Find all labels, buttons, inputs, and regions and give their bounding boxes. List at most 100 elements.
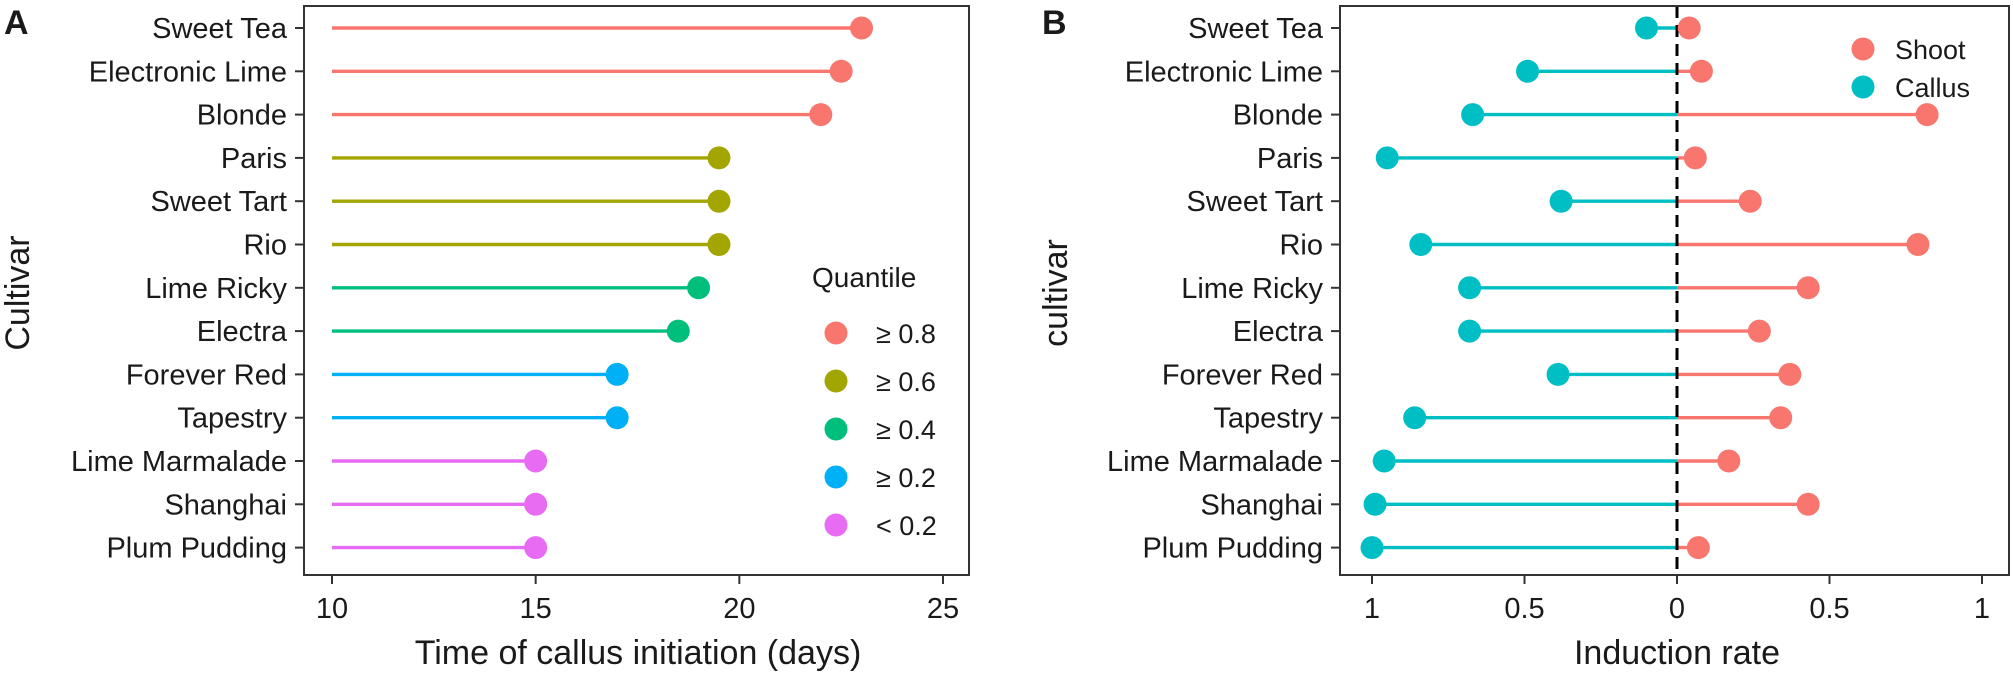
- panel-b-point-callus-electra: [1458, 319, 1482, 343]
- panel-a-label: A: [4, 4, 29, 42]
- panel-a-category-label-shanghai: Shanghai: [164, 489, 287, 521]
- panel-a-x-tick-label: 25: [927, 593, 959, 625]
- panel-a-category-label-forever-red: Forever Red: [126, 359, 287, 391]
- panel-a-point-sweet-tea: [850, 16, 874, 40]
- panel-a-category-label-lime-marmalade: Lime Marmalade: [71, 446, 287, 478]
- panel-b-point-callus-lime-ricky: [1458, 276, 1482, 300]
- panel-a-category-label-sweet-tea: Sweet Tea: [152, 13, 288, 45]
- panel-a-legend-key-2: [824, 369, 848, 393]
- panel-b-x-axis-title: Induction rate: [1574, 634, 1780, 672]
- panel-b-point-shoot-forever-red: [1778, 362, 1802, 386]
- panel-a-legend-label-3: ≥ 0.4: [876, 415, 936, 445]
- panel-b-x-tick-label: 0.5: [1504, 593, 1544, 625]
- panel-b-point-callus-sweet-tea: [1635, 16, 1658, 40]
- panel-a-y-axis-title: Cultivar: [0, 235, 37, 350]
- panel-b-category-label-lime-ricky: Lime Ricky: [1181, 273, 1323, 305]
- panel-b-plot-frame: [1339, 5, 2010, 576]
- panel-b-point-shoot-shanghai: [1796, 492, 1820, 516]
- panel-b-point-callus-lime-marmalade: [1372, 449, 1396, 473]
- panel-b-y-axis-title: cultivar: [1037, 239, 1075, 347]
- panel-b-category-label-forever-red: Forever Red: [1162, 359, 1323, 391]
- panel-b-category-label-electronic-lime: Electronic Lime: [1125, 56, 1323, 88]
- panel-b-point-callus-sweet-tart: [1549, 189, 1573, 213]
- panel-a-point-blonde: [809, 103, 833, 127]
- panel-a-x-tick-label: 20: [723, 593, 755, 625]
- panel-b-point-shoot-lime-marmalade: [1717, 449, 1741, 473]
- panel-b-x-tick-label: 0.5: [1809, 593, 1849, 625]
- panel-a-point-tapestry: [605, 406, 629, 430]
- panel-b-legend-label-shoot: Shoot: [1895, 35, 1966, 65]
- panel-b-point-callus-paris: [1375, 146, 1399, 170]
- panel-b-label: B: [1042, 4, 1067, 42]
- panel-b-category-label-plum-pudding: Plum Pudding: [1142, 533, 1323, 565]
- panel-b-category-label-lime-marmalade: Lime Marmalade: [1107, 446, 1323, 478]
- panel-a-point-forever-red: [605, 362, 629, 386]
- panel-b-category-label-electra: Electra: [1233, 316, 1324, 348]
- panel-a-category-label-sweet-tart: Sweet Tart: [151, 186, 287, 218]
- panel-b-x-tick-label: 1: [1364, 593, 1380, 625]
- panel-a-category-label-rio: Rio: [243, 230, 287, 262]
- panel-b-legend-key-callus: [1851, 75, 1875, 99]
- panel-a-category-label-plum-pudding: Plum Pudding: [106, 533, 287, 565]
- panel-b-point-callus-electronic-lime: [1516, 59, 1540, 83]
- panel-a-legend-label-4: ≥ 0.2: [876, 463, 936, 493]
- panel-a-category-label-tapestry: Tapestry: [177, 403, 287, 435]
- panel-b-point-shoot-sweet-tart: [1738, 189, 1762, 213]
- panel-a-callus-initiation: A Cultivar Time of callus initiation (da…: [0, 4, 970, 672]
- panel-b-category-label-sweet-tea: Sweet Tea: [1188, 13, 1324, 45]
- panel-b-point-shoot-rio: [1906, 233, 1930, 256]
- panel-b-point-shoot-sweet-tea: [1677, 16, 1701, 40]
- panel-b-point-shoot-tapestry: [1769, 406, 1793, 430]
- panel-b-category-label-sweet-tart: Sweet Tart: [1187, 186, 1323, 218]
- panel-b-point-shoot-paris: [1683, 146, 1707, 170]
- panel-a-category-label-electronic-lime: Electronic Lime: [89, 56, 287, 88]
- panel-b-category-label-tapestry: Tapestry: [1213, 403, 1323, 435]
- panel-b-point-shoot-lime-ricky: [1796, 276, 1820, 300]
- panel-a-legend: Quantile ≥ 0.8 ≥ 0.6 ≥ 0.4 ≥ 0.2 < 0.2: [812, 262, 937, 541]
- panel-a-legend-key-4: [824, 465, 848, 489]
- panel-b-point-callus-shanghai: [1363, 492, 1387, 516]
- panel-b-point-callus-blonde: [1461, 103, 1485, 127]
- panel-b-category-label-blonde: Blonde: [1233, 100, 1323, 132]
- panel-b-category-label-shanghai: Shanghai: [1200, 489, 1323, 521]
- panel-a-point-sweet-tart: [707, 189, 731, 213]
- panel-b-x-tick-label: 0: [1669, 593, 1685, 625]
- panel-b-legend: Shoot Callus: [1851, 35, 1970, 103]
- panel-a-point-plum-pudding: [524, 536, 548, 560]
- panel-b-point-shoot-electronic-lime: [1689, 59, 1713, 83]
- panel-a-legend-key-1: [824, 321, 848, 345]
- panel-b-point-callus-rio: [1409, 233, 1433, 256]
- panel-b-induction-rate: B cultivar Induction rate 1 0.5 0 0.5 1 Sweet…: [1037, 4, 2010, 672]
- panel-a-category-label-blonde: Blonde: [197, 100, 287, 132]
- panel-a-point-lime-ricky: [687, 276, 711, 300]
- panel-a-point-lime-marmalade: [524, 449, 548, 473]
- panel-b-legend-label-callus: Callus: [1895, 73, 1970, 103]
- panel-a-legend-label-2: ≥ 0.6: [876, 367, 936, 397]
- panel-b-category-label-rio: Rio: [1279, 230, 1323, 262]
- panel-a-legend-label-5: < 0.2: [876, 511, 937, 541]
- panel-a-legend-label-1: ≥ 0.8: [876, 319, 936, 349]
- panel-a-category-label-electra: Electra: [197, 316, 288, 348]
- panel-a-x-axis-title: Time of callus initiation (days): [415, 634, 862, 672]
- panel-a-legend-title: Quantile: [812, 262, 916, 293]
- panel-a-plot-frame: [303, 5, 970, 576]
- panel-a-category-label-paris: Paris: [221, 143, 287, 175]
- panel-b-category-label-paris: Paris: [1257, 143, 1323, 175]
- panel-a-point-electronic-lime: [829, 59, 853, 83]
- panel-a-point-rio: [707, 233, 731, 256]
- panel-a-legend-key-3: [824, 417, 848, 441]
- panel-a-x-tick-label: 15: [520, 593, 552, 625]
- panel-b-point-shoot-blonde: [1915, 103, 1939, 127]
- panel-a-point-paris: [707, 146, 731, 170]
- panel-a-category-label-lime-ricky: Lime Ricky: [145, 273, 287, 305]
- panel-a-x-tick-label: 10: [316, 593, 348, 625]
- panel-a-legend-key-5: [824, 513, 848, 537]
- panel-b-legend-key-shoot: [1851, 37, 1875, 61]
- panel-b-point-callus-plum-pudding: [1360, 536, 1384, 560]
- panel-b-point-callus-tapestry: [1403, 406, 1427, 430]
- panel-b-point-callus-forever-red: [1546, 362, 1570, 386]
- panel-a-point-electra: [666, 319, 690, 343]
- panel-b-x-tick-label: 1: [1974, 593, 1990, 625]
- panel-b-point-shoot-electra: [1747, 319, 1771, 343]
